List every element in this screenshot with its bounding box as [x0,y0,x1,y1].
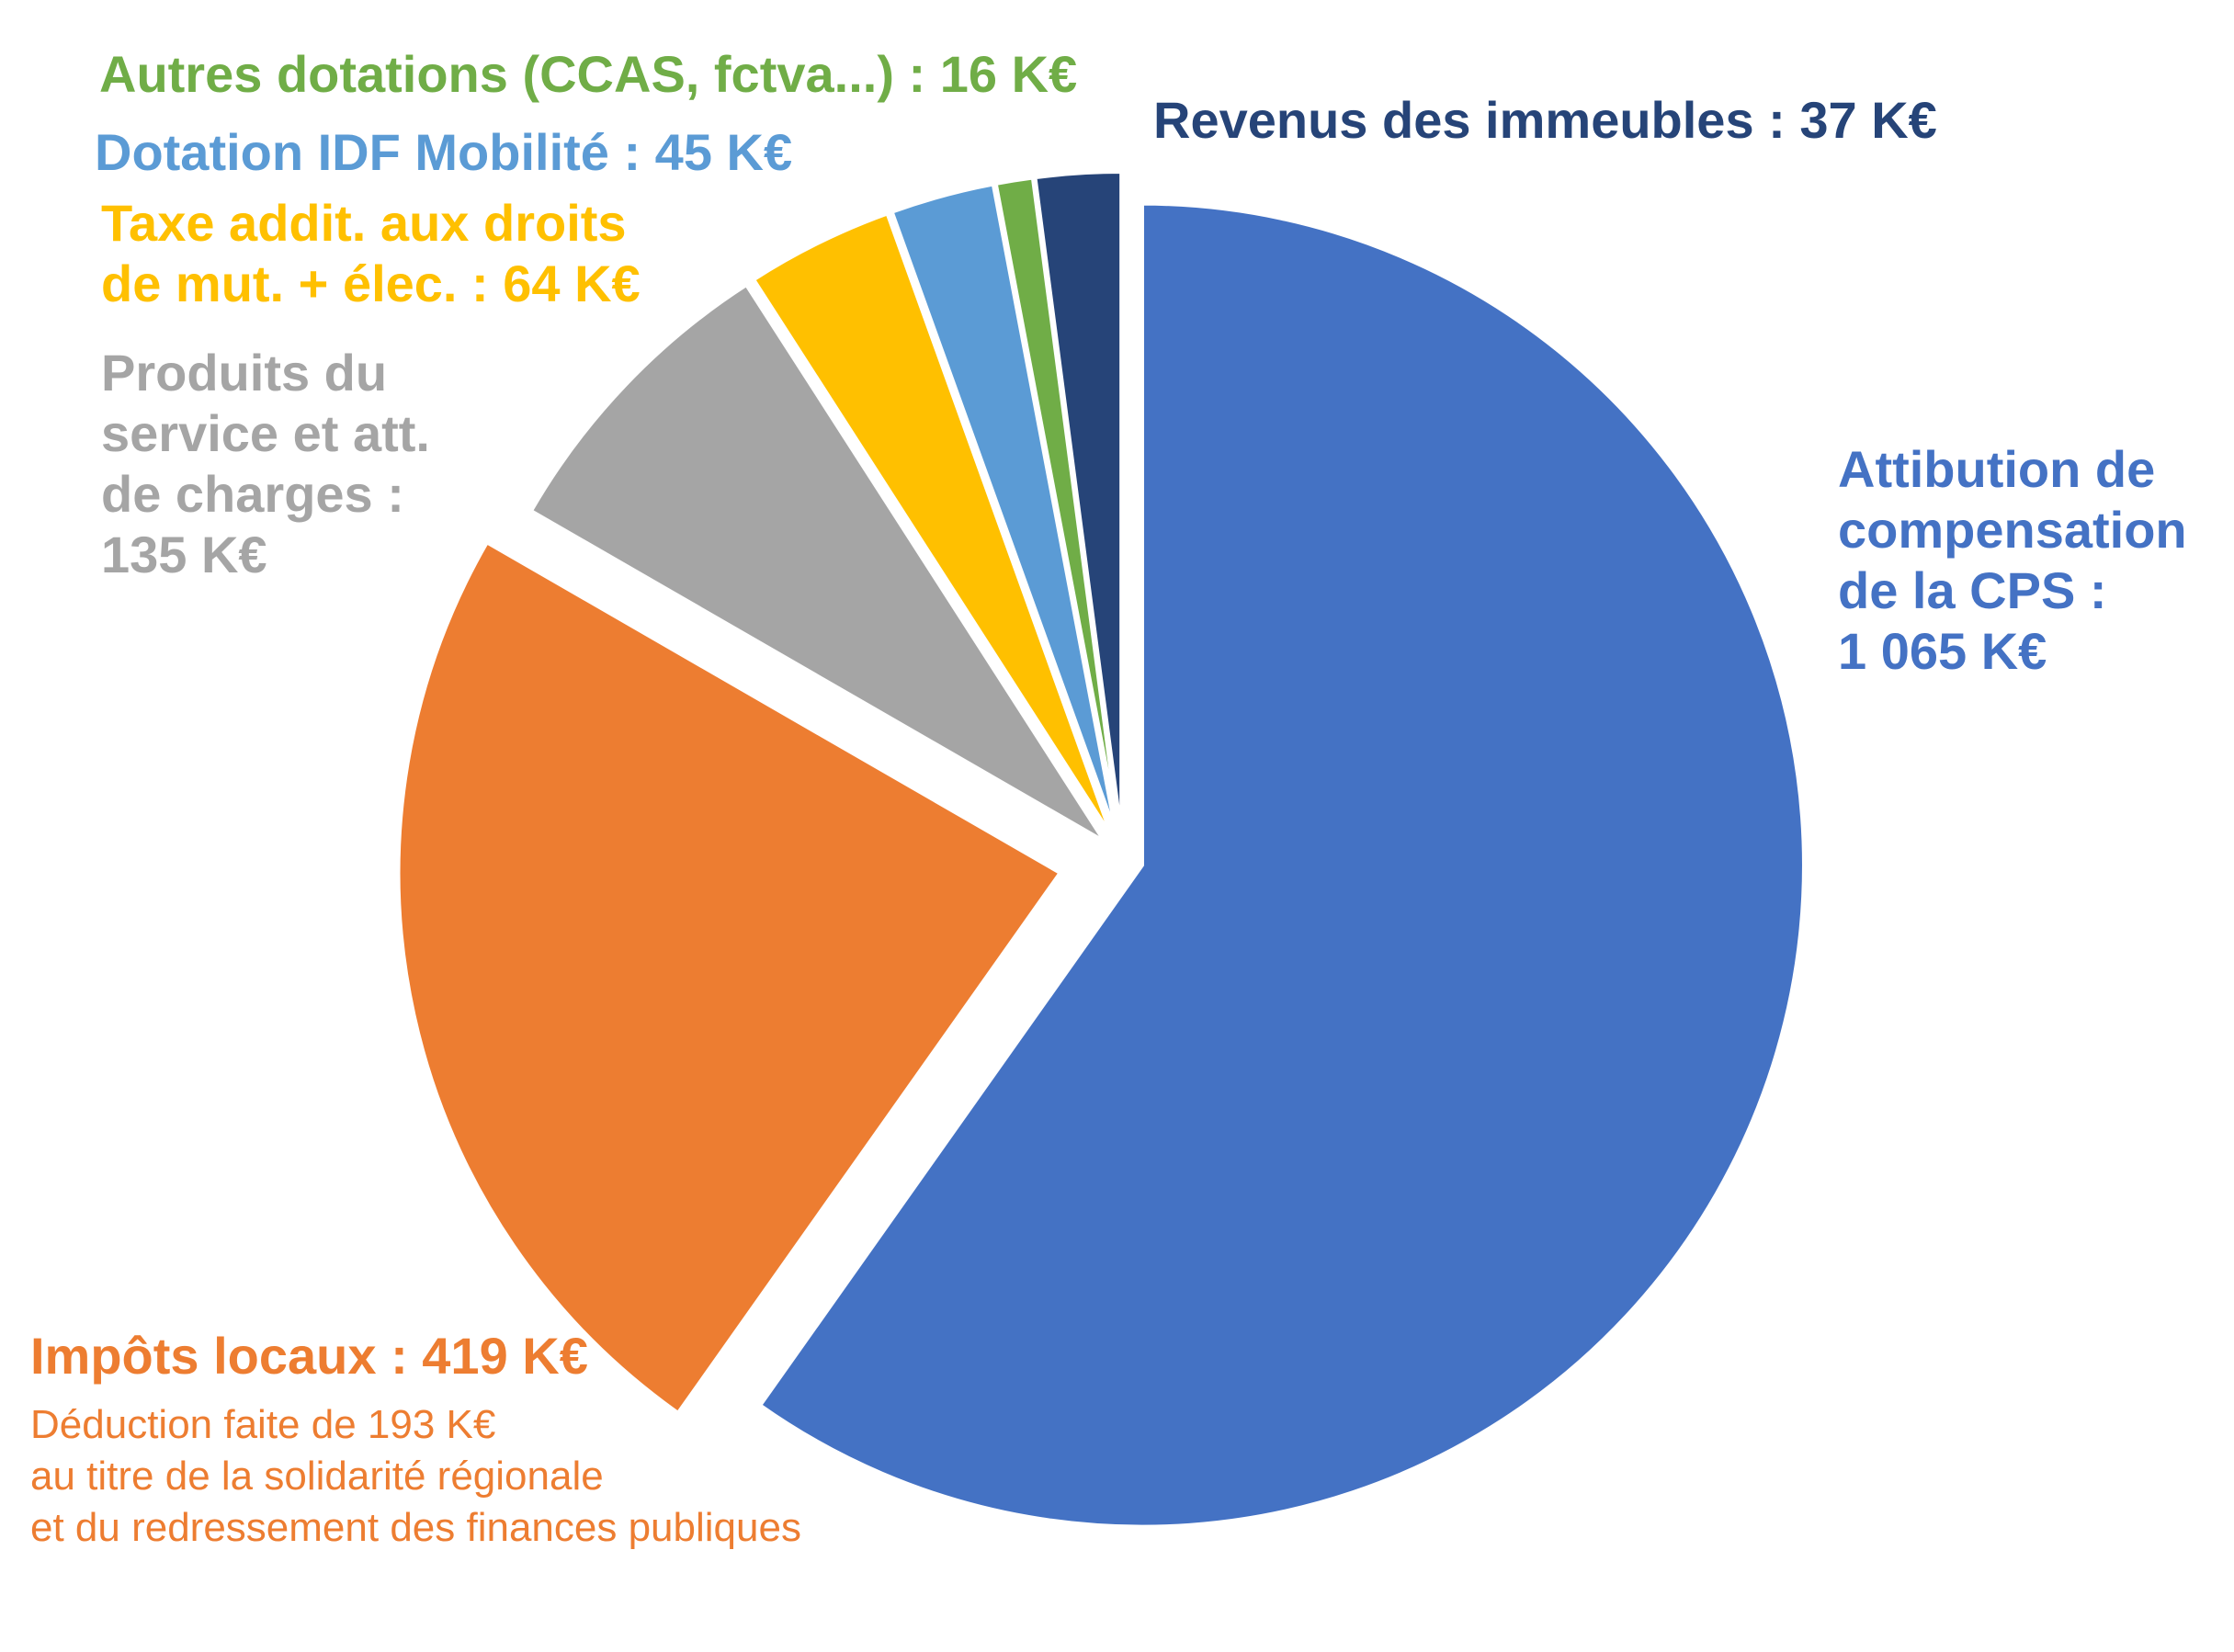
pie-slice-0 [757,201,1806,1529]
slice-label-2: Produits du service et att. de charges :13… [101,344,430,583]
slice-label-line: de mut. + élec. : 64 K€ [101,255,641,312]
slice-label-0: Attibution de compensation de la CPS :1 06… [1838,440,2187,680]
pie-slice-2 [528,282,1106,843]
slice-label-line: Dotation IDF Mobilité : 45 K€ [95,123,792,181]
pie-slice-1 [396,539,1063,1416]
pie-slice-3 [751,210,1114,837]
pie-labels: Attibution de compensation de la CPS :1 06… [30,45,2187,1550]
slice-label-line: Taxe addit. aux droits [101,194,627,252]
slice-label-line: 135 K€ [101,526,267,583]
slice-label-line: Revenus des immeubles : 37 K€ [1153,91,1937,149]
slice-label-6: Revenus des immeubles : 37 K€ [1153,91,1937,149]
slice-label-4: Dotation IDF Mobilité : 45 K€ [95,123,792,181]
slice-label-line: Impôts locaux : 419 K€ [30,1327,588,1385]
slice-label-1: Impôts locaux : 419 K€ [30,1327,588,1385]
pie-slices [396,170,1806,1529]
slice-note-line: au titre de la solidarité régionale [30,1454,604,1499]
slice-label-line: Autres dotations (CCAS, fctva...) : 16 K… [99,45,1077,103]
slice-label-3: Taxe addit. aux droits de mut. + élec. : … [101,194,641,312]
slice-note-line: et du redressement des finances publique… [30,1505,801,1550]
pie-slice-4 [890,182,1118,835]
slice-label-line: Attibution de [1838,440,2155,498]
slice-label-5: Autres dotations (CCAS, fctva...) : 16 K… [99,45,1077,103]
slice-label-line: 1 065 K€ [1838,622,2047,680]
slice-label-line: compensation [1838,501,2187,559]
slice-note-1: Déduction faite de 193 K€ au titre de la … [30,1402,801,1550]
slice-label-line: de la CPS : [1838,561,2107,619]
slice-label-line: service et att. [101,404,430,462]
slice-label-line: Produits du [101,344,387,402]
pie-slice-5 [993,175,1121,834]
pie-slice-6 [1033,170,1124,834]
slice-note-line: Déduction faite de 193 K€ [30,1402,495,1447]
slice-label-line: de charges : [101,465,404,523]
